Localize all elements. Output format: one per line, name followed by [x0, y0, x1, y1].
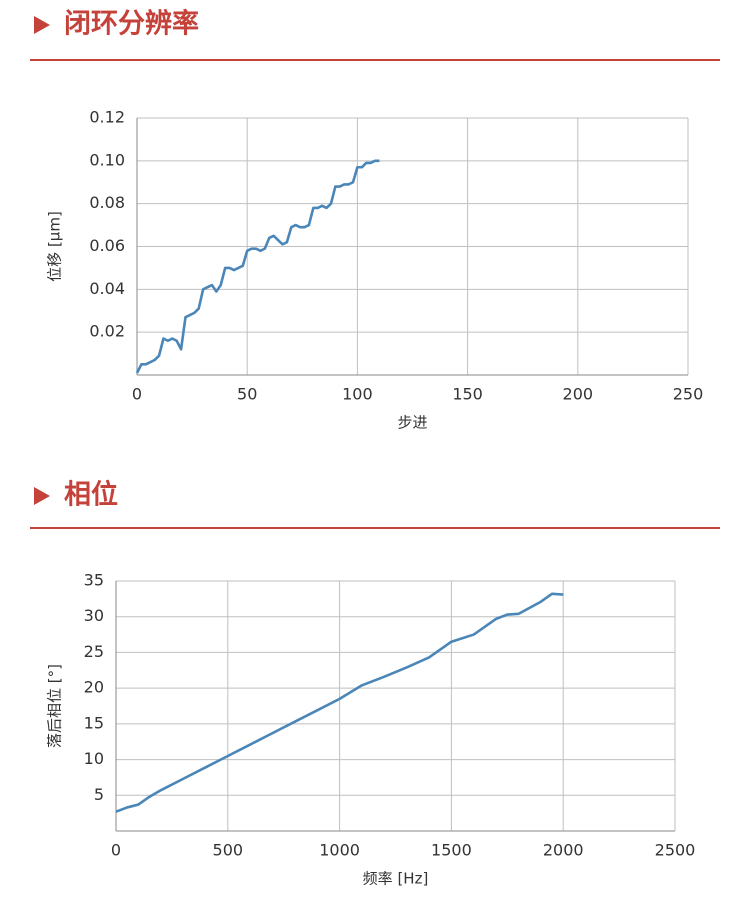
y-axis-label: 位移 [µm]	[46, 211, 64, 282]
y-tick-label: 0.12	[89, 108, 125, 127]
x-tick-label: 1500	[431, 841, 472, 860]
x-tick-label: 200	[563, 385, 594, 404]
x-tick-label: 0	[111, 841, 121, 860]
y-axis-label: 落后相位 [°]	[46, 664, 64, 748]
y-tick-label: 20	[84, 678, 104, 697]
x-tick-label: 2000	[543, 841, 584, 860]
x-tick-label: 500	[213, 841, 244, 860]
x-tick-label: 100	[342, 385, 373, 404]
x-tick-label: 50	[237, 385, 257, 404]
section-title: 闭环分辨率	[64, 8, 199, 40]
x-tick-label: 250	[673, 385, 704, 404]
y-tick-label: 0.04	[89, 279, 125, 298]
y-tick-label: 15	[84, 713, 104, 732]
y-tick-label: 10	[84, 749, 104, 768]
y-tick-label: 0.06	[89, 236, 125, 255]
y-tick-label: 0.10	[89, 150, 125, 169]
x-tick-label: 0	[132, 385, 142, 404]
y-tick-label: 0.08	[89, 193, 125, 212]
x-axis-label: 步进	[397, 414, 427, 432]
data-line	[135, 159, 380, 374]
section-title: 相位	[64, 479, 118, 511]
y-tick-label: 0.02	[89, 322, 125, 341]
x-tick-label: 150	[452, 385, 483, 404]
x-tick-label: 1000	[319, 841, 360, 860]
bullet	[34, 487, 50, 505]
x-tick-label: 2500	[655, 841, 696, 860]
bullet	[34, 16, 50, 34]
x-axis-label: 频率 [Hz]	[363, 870, 429, 888]
data-line	[115, 592, 564, 813]
y-tick-label: 25	[84, 642, 104, 661]
y-tick-label: 30	[84, 606, 104, 625]
y-tick-label: 35	[84, 571, 104, 590]
y-tick-label: 5	[94, 785, 104, 804]
